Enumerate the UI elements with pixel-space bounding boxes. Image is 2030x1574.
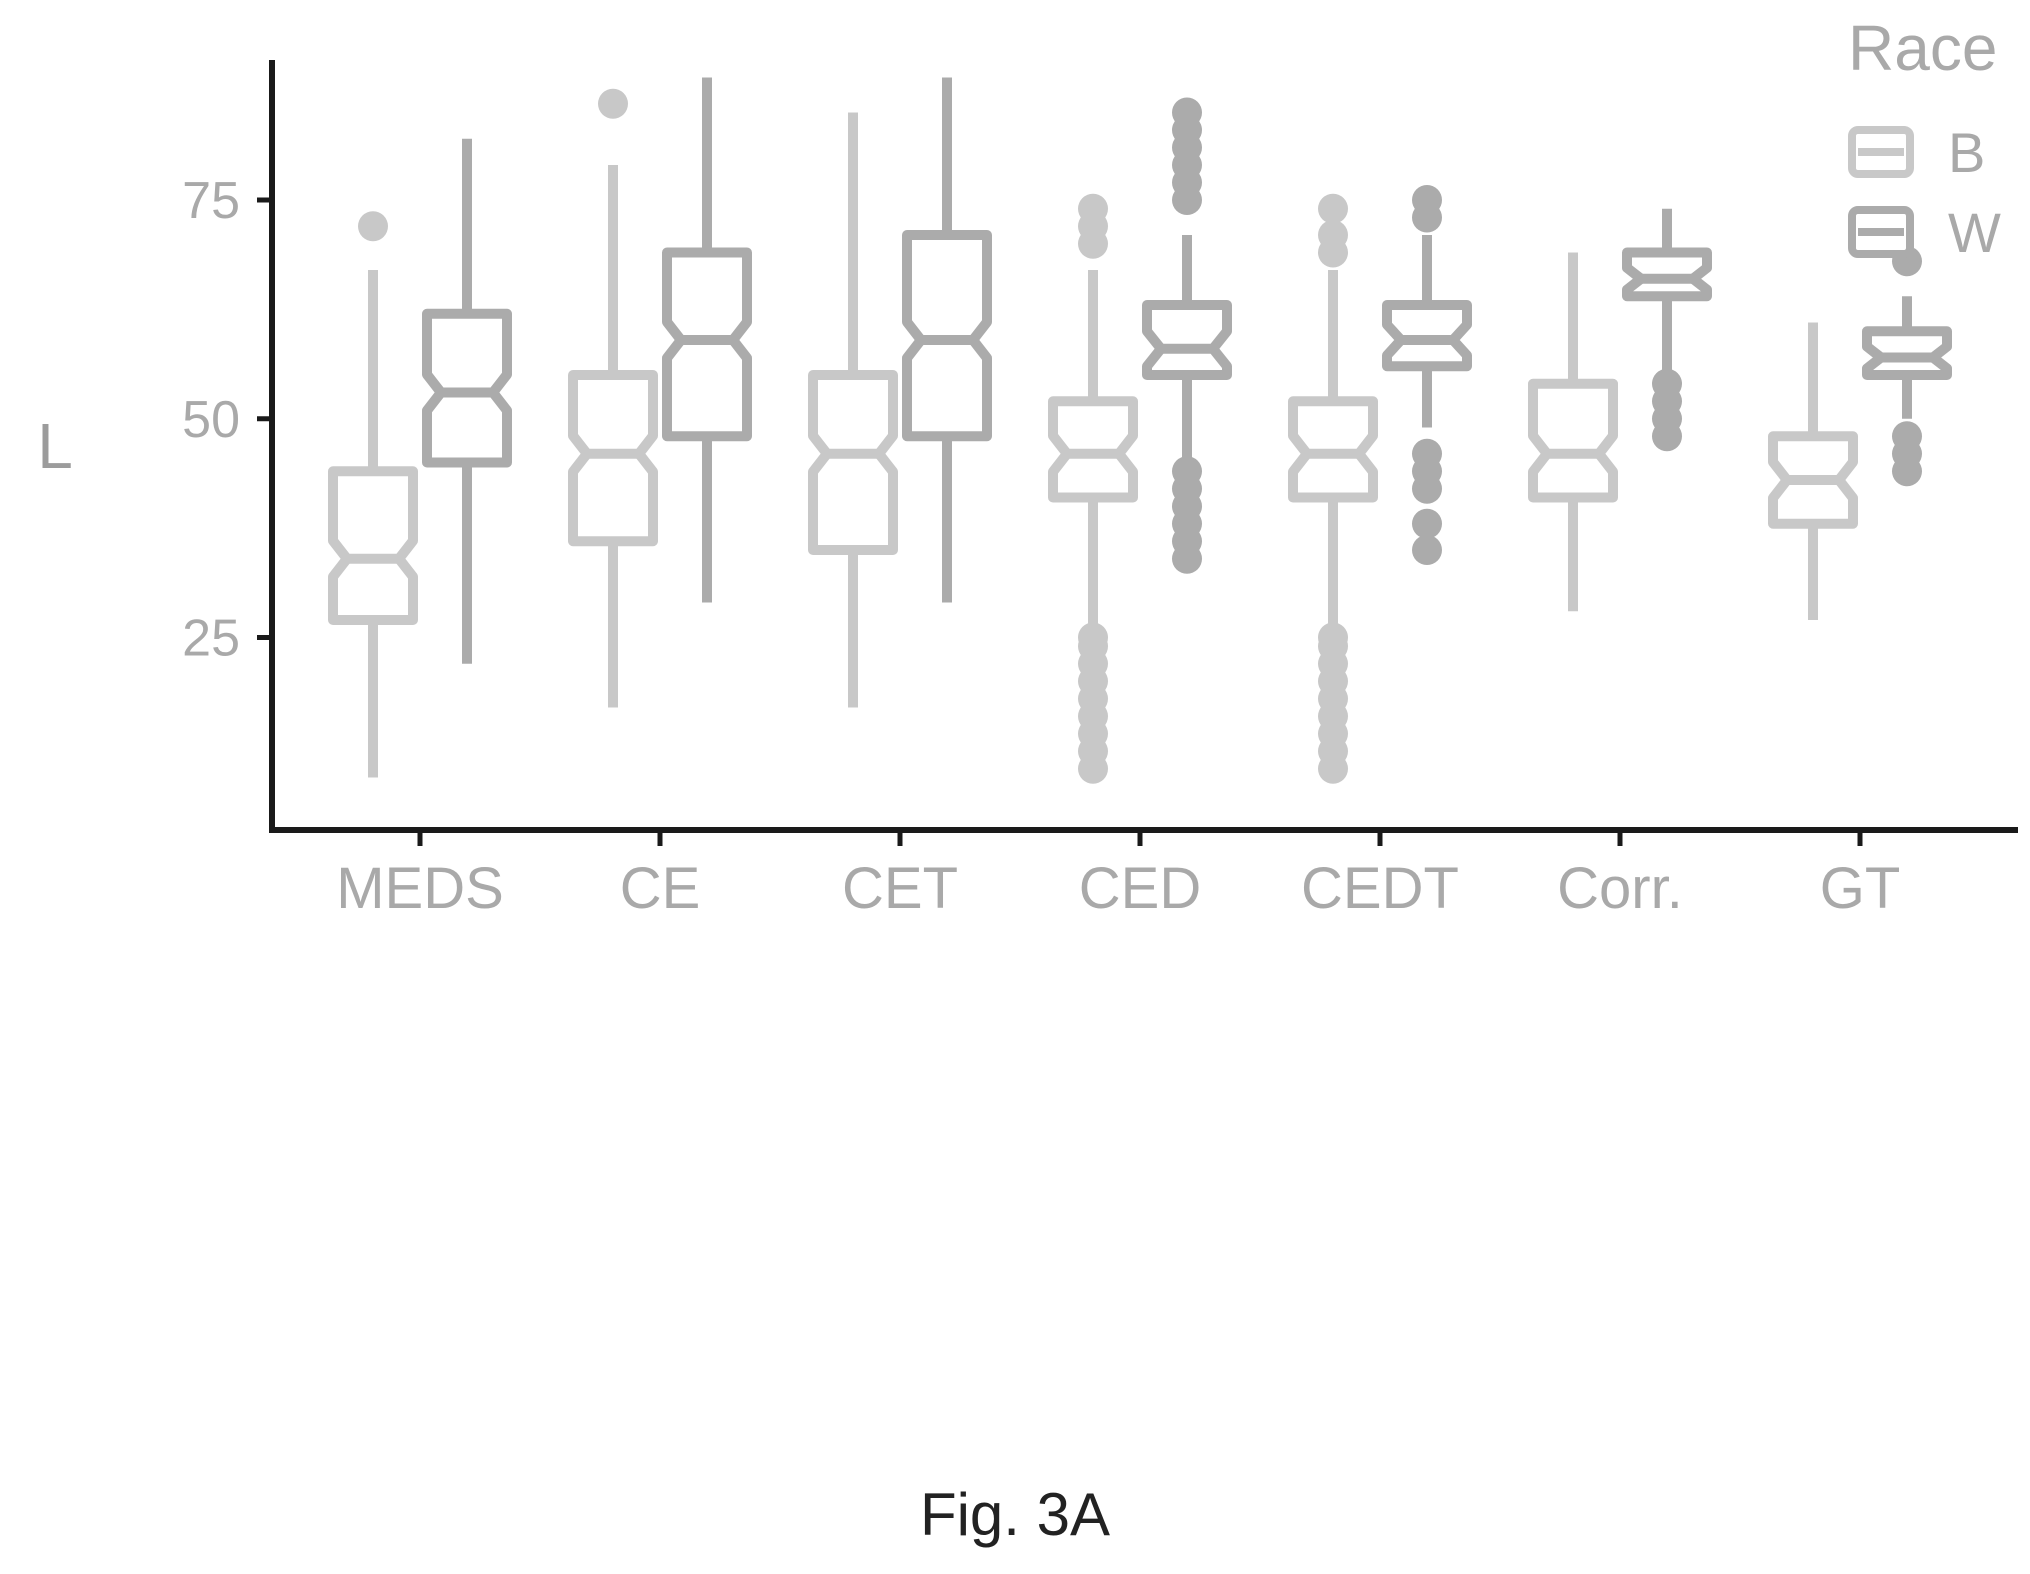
box-group-W [1142,97,1232,574]
y-tick-label: 75 [182,172,240,230]
outlier-point [1318,622,1348,653]
outlier-point [1652,368,1682,399]
box-group-B [328,211,418,778]
x-tick-label: Corr. [1557,856,1683,921]
outlier-point [1172,97,1202,128]
box-group-B [808,112,898,708]
outlier-point [1318,220,1348,250]
figure-caption: Fig. 3A [919,1481,1111,1548]
x-tick-label: MEDS [336,856,504,921]
box-group-B [568,88,658,708]
outlier-point [1318,193,1348,224]
outlier-point [358,211,388,242]
outlier-point [1412,535,1442,565]
box-group-W [422,138,512,664]
outlier-point [598,88,628,119]
legend-title: Race [1848,12,1997,84]
x-tick-label: CET [842,856,958,921]
box [1142,300,1232,380]
legend-label: W [1948,201,2001,264]
box [808,370,898,555]
outlier-point [1412,185,1442,215]
outlier-point [1078,193,1108,224]
legend-item-W: W [1848,201,2001,264]
y-axis-label: L [37,410,73,482]
legend-item-B: B [1848,121,1985,184]
outlier-point [1172,456,1202,487]
box [1528,378,1618,503]
outlier-point [1412,438,1442,469]
box-group-B [1528,252,1618,612]
x-tick-label: CED [1079,856,1201,921]
box-group-W [1862,246,1952,487]
x-tick-label: CE [620,856,701,921]
x-tick-label: GT [1820,856,1901,921]
axes: 25 50 75 MEDS CE CET CED CEDT Corr. GT [182,60,2018,921]
legend: Race BW [1848,12,2001,264]
x-tick-label: CEDT [1301,856,1459,921]
outlier-point [1412,508,1442,539]
y-tick-label: 50 [182,391,240,449]
box-group-W [1622,208,1712,452]
box [328,466,418,625]
box-group-B [1768,322,1858,620]
box-group-W [662,77,752,603]
box-group-B [1048,193,1138,784]
outlier-point [1892,421,1922,452]
plot-area [328,77,1952,784]
box-group-B [1288,193,1378,784]
box-group-W [902,77,992,603]
legend-label: B [1948,121,1985,184]
outlier-point [1078,622,1108,653]
y-tick-label: 25 [182,610,240,668]
box-group-W [1382,185,1472,565]
